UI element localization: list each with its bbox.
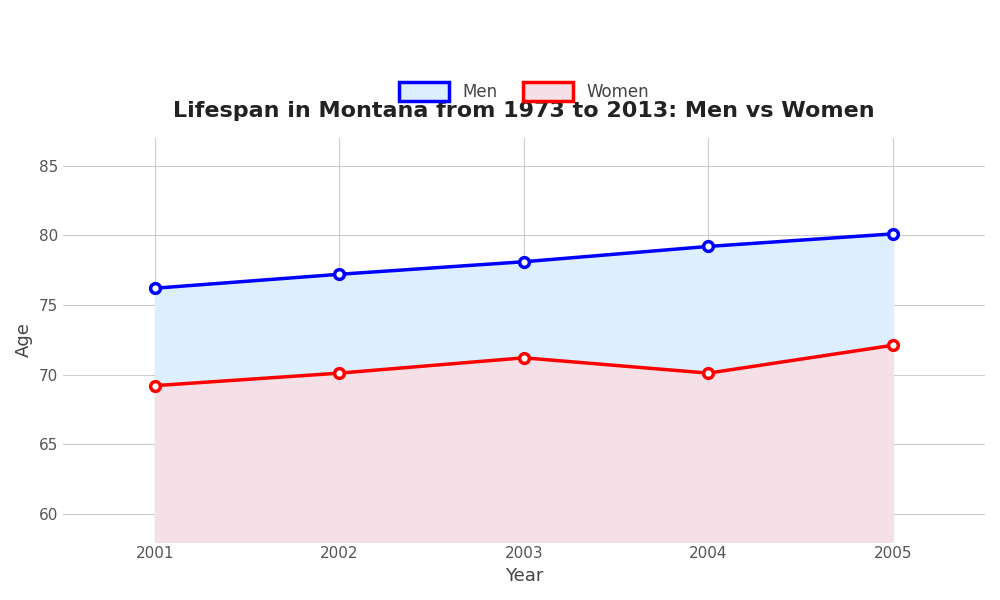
Y-axis label: Age: Age [15, 322, 33, 357]
Title: Lifespan in Montana from 1973 to 2013: Men vs Women: Lifespan in Montana from 1973 to 2013: M… [173, 101, 875, 121]
X-axis label: Year: Year [505, 567, 543, 585]
Legend: Men, Women: Men, Women [391, 73, 657, 109]
